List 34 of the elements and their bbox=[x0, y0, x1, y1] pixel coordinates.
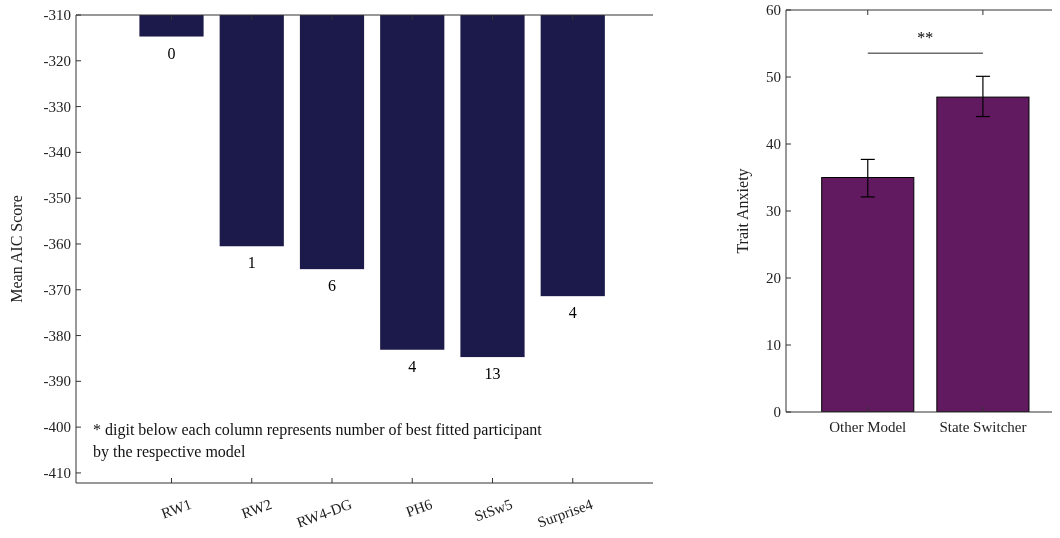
y-tick-label: 30 bbox=[766, 203, 781, 219]
annotation: * digit below each column represents number of best fitted participant by the respective model bbox=[93, 421, 543, 461]
y-tick-label: 20 bbox=[766, 270, 781, 286]
y-tick-label: -340 bbox=[43, 144, 71, 161]
x-tick-label: StSw5 bbox=[472, 495, 515, 525]
y-tick-label: -380 bbox=[43, 327, 71, 344]
annotation: 1 bbox=[247, 254, 256, 272]
y-tick-label: -360 bbox=[43, 235, 71, 252]
annotation: 0 bbox=[167, 44, 176, 62]
y-tick-label: -350 bbox=[43, 190, 71, 207]
y-tick-label: -400 bbox=[43, 419, 71, 436]
y-tick-label: 50 bbox=[766, 69, 781, 85]
annotation: 4 bbox=[568, 304, 577, 322]
y-tick-label: 40 bbox=[766, 136, 781, 152]
y-tick-label: -390 bbox=[43, 373, 71, 390]
annotation: ** bbox=[917, 29, 934, 47]
y-tick-label: -370 bbox=[43, 281, 71, 298]
annotation: 6 bbox=[328, 277, 336, 295]
y-axis-title: Mean AIC Score bbox=[8, 195, 25, 303]
y-tick-label: -330 bbox=[43, 98, 71, 115]
y-tick-label: 0 bbox=[773, 404, 781, 420]
x-tick-label: State Switcher bbox=[939, 419, 1027, 435]
x-tick-label: RW2 bbox=[239, 495, 274, 522]
y-axis-title: Trait Anxiety bbox=[734, 168, 752, 254]
x-tick-label: RW1 bbox=[159, 495, 194, 522]
y-tick-label: -320 bbox=[43, 52, 71, 69]
annotation: 13 bbox=[484, 365, 501, 383]
annotation: 4 bbox=[408, 357, 417, 375]
x-tick-label: PH6 bbox=[403, 495, 435, 521]
x-tick-label: Other Model bbox=[829, 419, 907, 435]
y-tick-label: -310 bbox=[43, 7, 71, 23]
y-tick-label: -410 bbox=[43, 464, 71, 481]
y-tick-label: 60 bbox=[766, 2, 781, 18]
y-tick-label: 10 bbox=[766, 337, 781, 353]
